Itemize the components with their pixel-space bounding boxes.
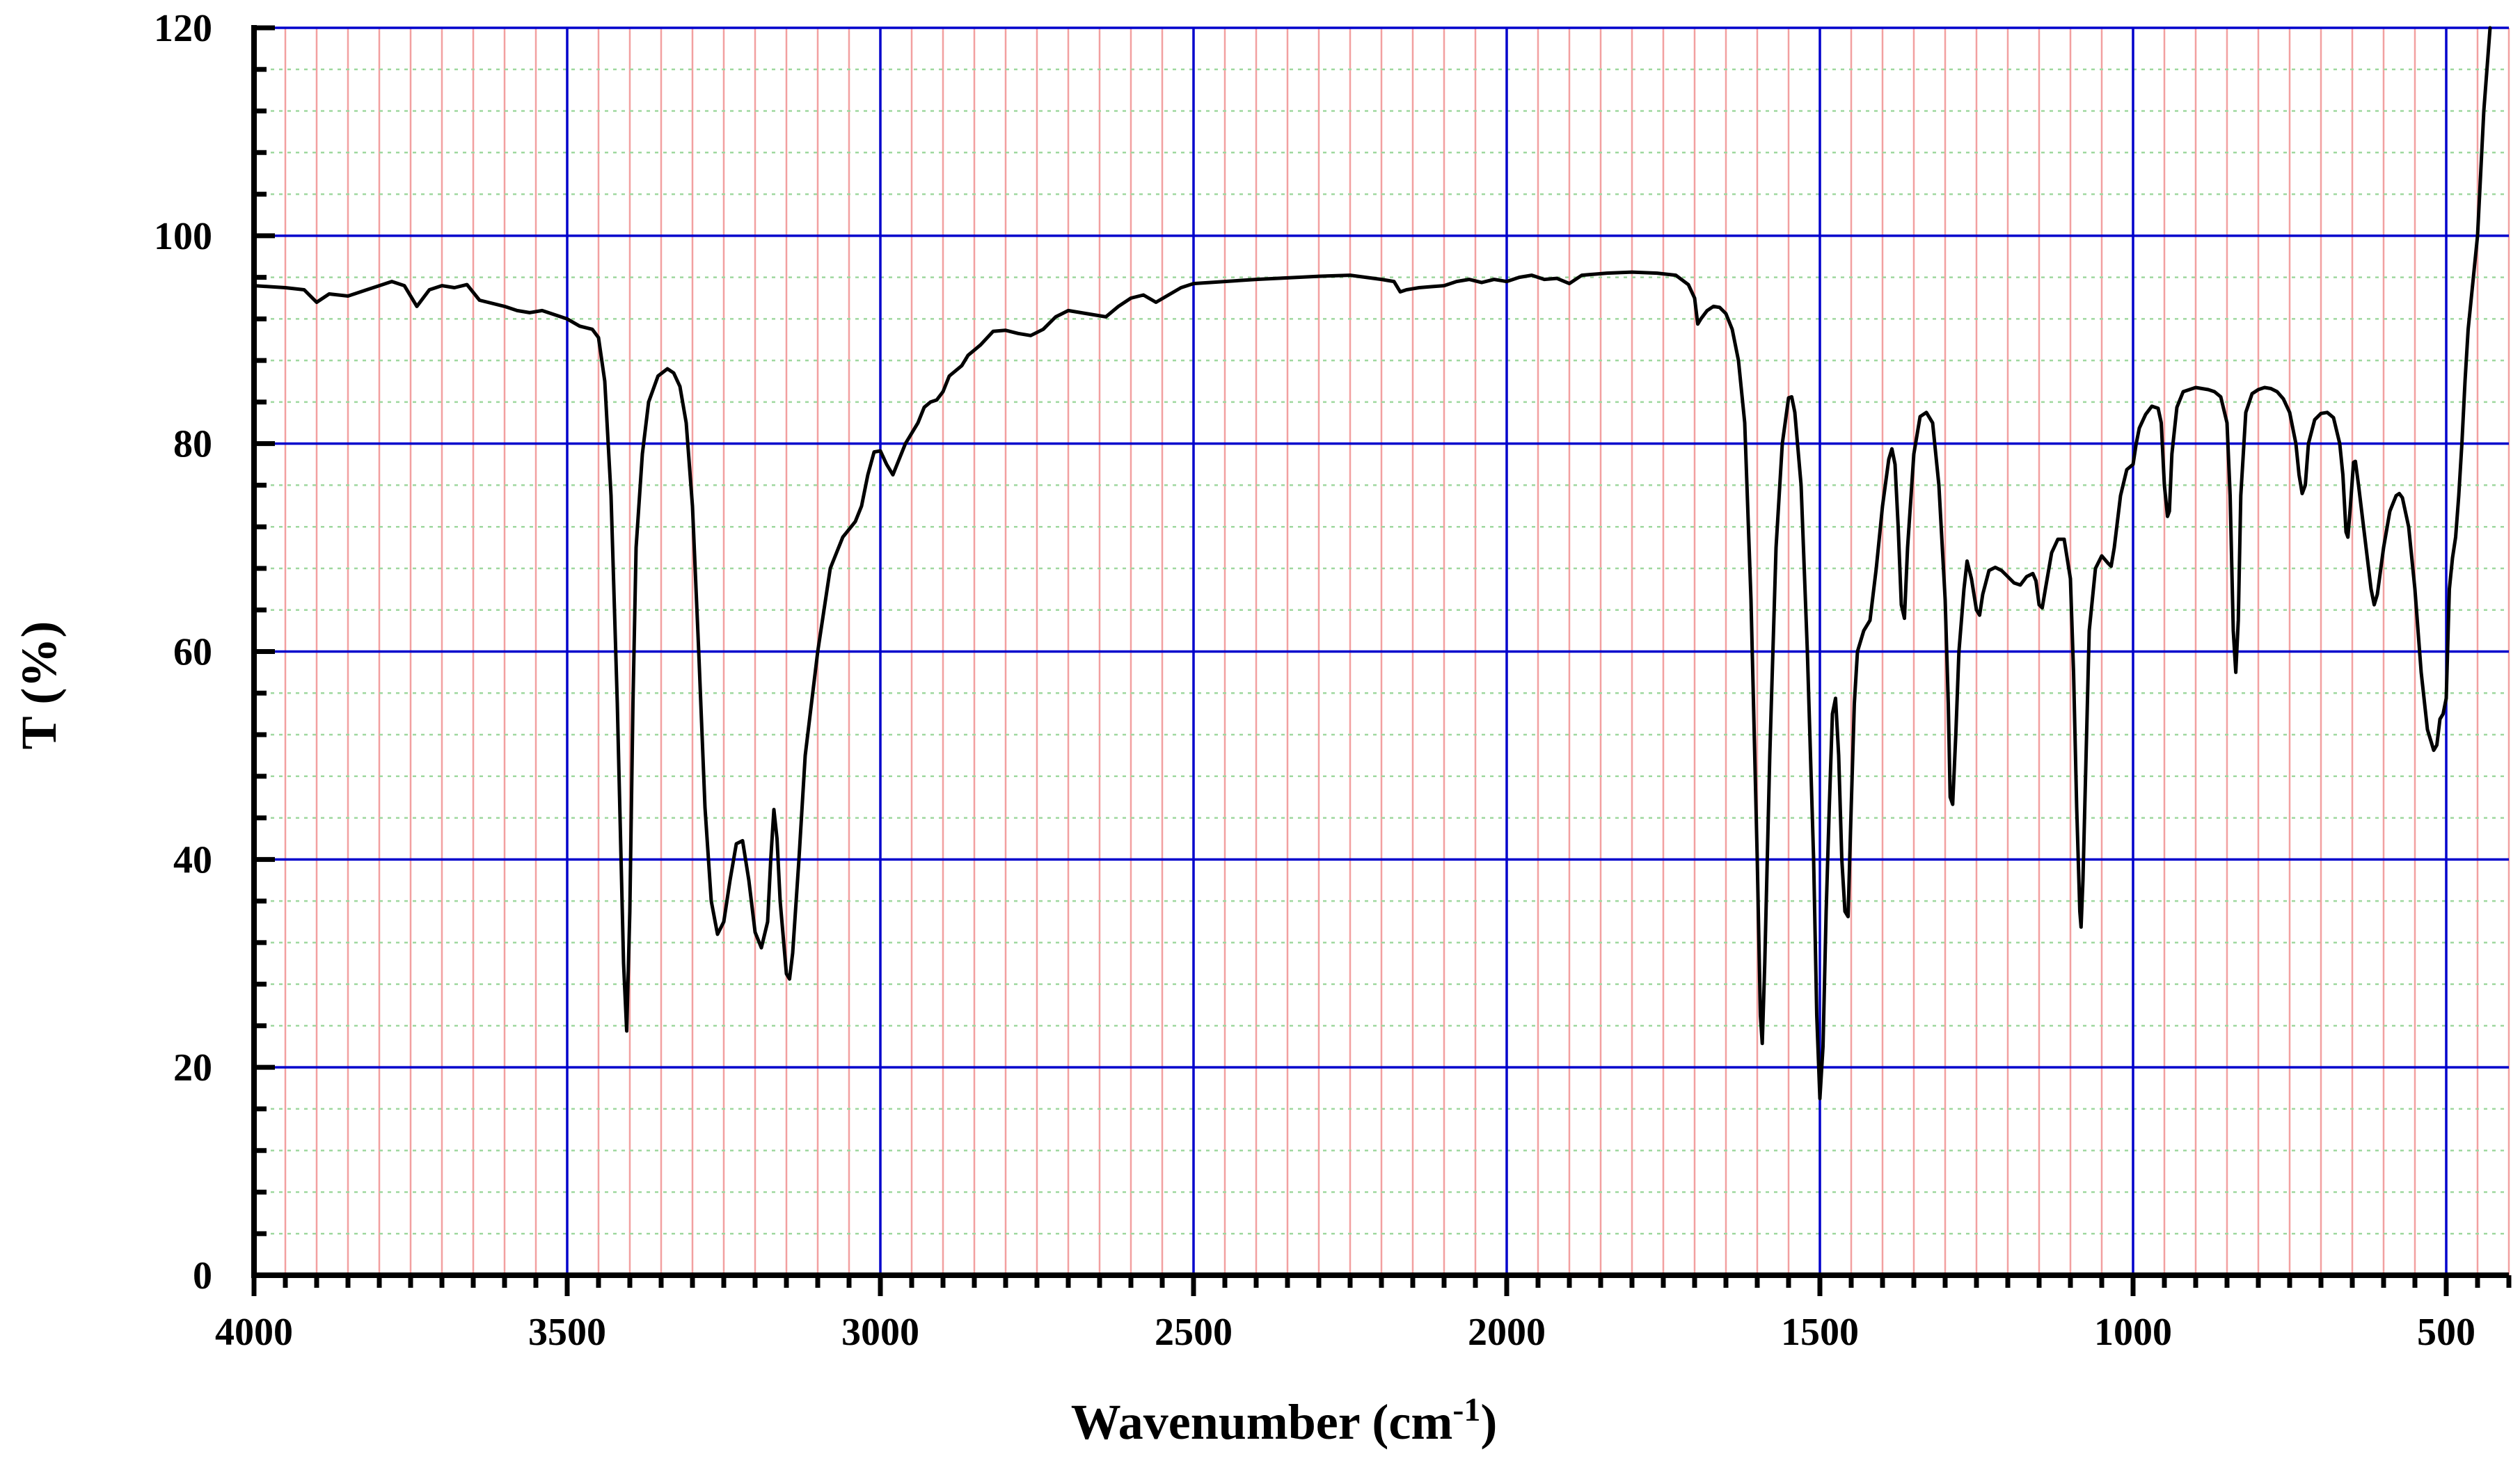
x-axis-title-main: Wavenumber (cm — [1071, 1394, 1453, 1450]
x-tick-label: 1500 — [1781, 1311, 1859, 1354]
y-tick-label: 120 — [154, 7, 212, 50]
ticks — [251, 25, 2512, 1296]
y-tick-label: 80 — [173, 423, 212, 466]
x-axis-title-end: ) — [1480, 1394, 1497, 1450]
tick-labels: 4000 3500 3000 2500 2000 1500 1000 500 0 20 40 60 80… — [154, 7, 2475, 1354]
y-tick-label: 0 — [193, 1254, 212, 1298]
x-tick-label: 4000 — [215, 1311, 293, 1354]
y-tick-label: 100 — [154, 215, 212, 258]
x-tick-label: 2500 — [1155, 1311, 1233, 1354]
spectrum-series — [252, 26, 2492, 1101]
x-tick-label: 1000 — [2094, 1311, 2172, 1354]
spectrum-line — [252, 26, 2492, 1101]
x-tick-label: 500 — [2417, 1311, 2475, 1354]
y-tick-label: 20 — [173, 1046, 212, 1089]
major-grid — [254, 26, 2509, 1275]
x-tick-label: 3000 — [841, 1311, 919, 1354]
x-tick-label: 3500 — [528, 1311, 606, 1354]
y-tick-label: 60 — [173, 631, 212, 674]
y-tick-label: 40 — [173, 838, 212, 881]
x-axis-title: Wavenumber (cm-1) — [1071, 1391, 1498, 1450]
y-axis-title: T (%) — [11, 621, 67, 750]
x-axis-title-superscript: -1 — [1452, 1391, 1480, 1428]
x-tick-label: 2000 — [1468, 1311, 1546, 1354]
